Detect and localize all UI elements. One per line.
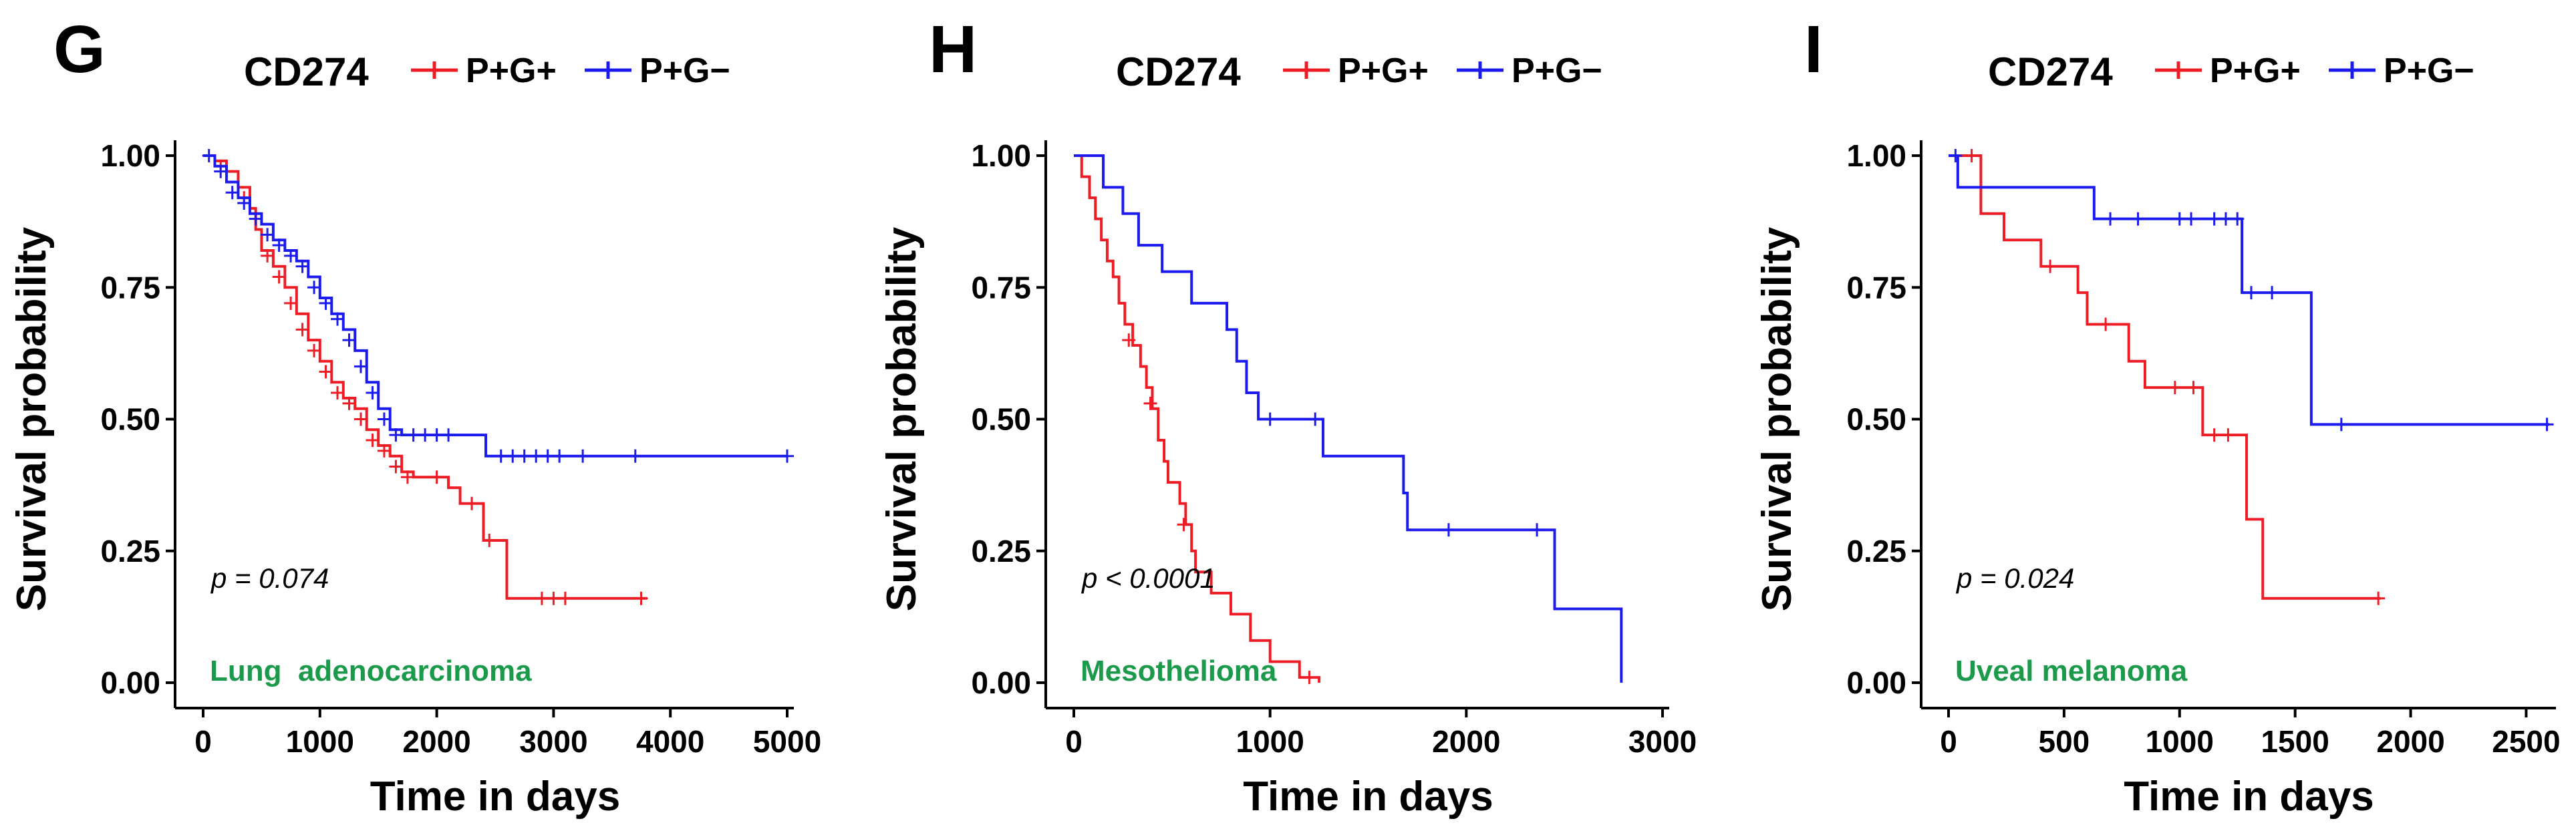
y-axis-title: Survival probability xyxy=(9,226,55,611)
y-tick-label: 0.25 xyxy=(100,534,160,568)
p-value: p < 0.0001 xyxy=(1081,562,1215,594)
series-pg-neg xyxy=(1074,154,1623,683)
x-tick-label: 3000 xyxy=(1628,724,1697,759)
panel-letter: I xyxy=(1804,12,1823,87)
y-tick-label: 0.50 xyxy=(1846,402,1906,437)
survival-curve xyxy=(1074,154,1623,683)
legend-label: P+G+ xyxy=(1338,51,1429,90)
y-tick-label: 1.00 xyxy=(971,138,1031,173)
y-tick-label: 1.00 xyxy=(100,138,160,173)
series-pg-neg xyxy=(202,149,794,463)
legend: CD274 P+G+ P+G− xyxy=(1988,49,2474,94)
x-tick-label: 1000 xyxy=(286,724,354,759)
y-axis-title: Survival probability xyxy=(1754,226,1800,611)
y-axis-title: Survival probability xyxy=(879,226,925,611)
legend-label: P+G− xyxy=(1512,51,1602,90)
series-pg-neg xyxy=(1949,149,2554,432)
y-tick-label: 0.50 xyxy=(100,402,160,437)
panel-h: H CD274 P+G+ P+G− 0.00 0.25 0.50 0.75 1.00 0 1000 2… xyxy=(879,12,1697,820)
x-tick-label: 2500 xyxy=(2492,724,2560,759)
y-tick-label: 0.25 xyxy=(1846,534,1906,568)
legend-title: CD274 xyxy=(1116,49,1241,94)
legend: CD274 P+G+ P+G− xyxy=(1116,49,1602,94)
y-tick-label: 1.00 xyxy=(1846,138,1906,173)
y-tick-label: 0.25 xyxy=(971,534,1031,568)
panel-letter: H xyxy=(929,12,977,87)
x-axis-title: Time in days xyxy=(1243,774,1493,820)
panel-i: I CD274 P+G+ P+G− 0.00 0.25 0.50 0.75 1.00 0 500 10… xyxy=(1754,12,2561,820)
x-tick-label: 5000 xyxy=(753,724,821,759)
x-tick-label: 0 xyxy=(1940,724,1957,759)
survival-curve xyxy=(203,154,787,458)
x-tick-label: 0 xyxy=(1065,724,1083,759)
axes: 0.00 0.25 0.50 0.75 1.00 0 1000 2000 3000 4000 500… xyxy=(9,138,821,820)
x-axis-title: Time in days xyxy=(370,774,620,820)
legend-label: P+G+ xyxy=(466,51,557,90)
axes: 0.00 0.25 0.50 0.75 1.00 0 500 1000 1500 2000 2500… xyxy=(1754,138,2561,820)
survival-curve xyxy=(1074,154,1321,683)
y-tick-label: 0.50 xyxy=(971,402,1031,437)
y-tick-label: 0.00 xyxy=(100,665,160,700)
y-tick-label: 0.75 xyxy=(971,270,1031,305)
legend: CD274 P+G+ P+G− xyxy=(244,49,730,94)
x-tick-label: 1500 xyxy=(2261,724,2329,759)
p-value: p = 0.024 xyxy=(1955,562,2074,594)
x-axis-title: Time in days xyxy=(2124,774,2374,820)
cancer-type-label: Mesothelioma xyxy=(1081,655,1277,687)
cancer-type-label: Lung adenocarcinoma xyxy=(210,655,532,687)
series-pg-pos xyxy=(203,154,648,605)
legend-label: P+G− xyxy=(639,51,730,90)
survival-curve xyxy=(1949,154,2549,426)
x-tick-label: 2000 xyxy=(1432,724,1500,759)
axes: 0.00 0.25 0.50 0.75 1.00 0 1000 2000 3000 Time in… xyxy=(879,138,1697,820)
legend-label: P+G+ xyxy=(2210,51,2301,90)
p-value: p = 0.074 xyxy=(210,562,329,594)
legend-title: CD274 xyxy=(1988,49,2113,94)
y-tick-label: 0.00 xyxy=(1846,665,1906,700)
y-tick-label: 0.75 xyxy=(1846,270,1906,305)
series-pg-pos xyxy=(1949,149,2386,605)
x-tick-label: 1000 xyxy=(1236,724,1304,759)
y-tick-label: 0.75 xyxy=(100,270,160,305)
x-tick-label: 2000 xyxy=(402,724,470,759)
y-tick-label: 0.00 xyxy=(971,665,1031,700)
survival-curve xyxy=(1949,154,2381,600)
panel-g: G CD274 P+G+ P+G− 0.00 0.25 0.50 0.75 1.00 0 1000 2… xyxy=(9,12,821,820)
cancer-type-label: Uveal melanoma xyxy=(1955,655,2188,687)
legend-label: P+G− xyxy=(2384,51,2474,90)
survival-curve xyxy=(203,154,648,600)
panel-letter: G xyxy=(53,12,106,87)
x-tick-label: 1000 xyxy=(2146,724,2214,759)
x-tick-label: 3000 xyxy=(519,724,587,759)
x-tick-label: 0 xyxy=(194,724,212,759)
series-pg-pos xyxy=(1074,154,1321,685)
legend-title: CD274 xyxy=(244,49,369,94)
x-tick-label: 4000 xyxy=(636,724,704,759)
x-tick-label: 2000 xyxy=(2376,724,2444,759)
x-tick-label: 500 xyxy=(2039,724,2090,759)
